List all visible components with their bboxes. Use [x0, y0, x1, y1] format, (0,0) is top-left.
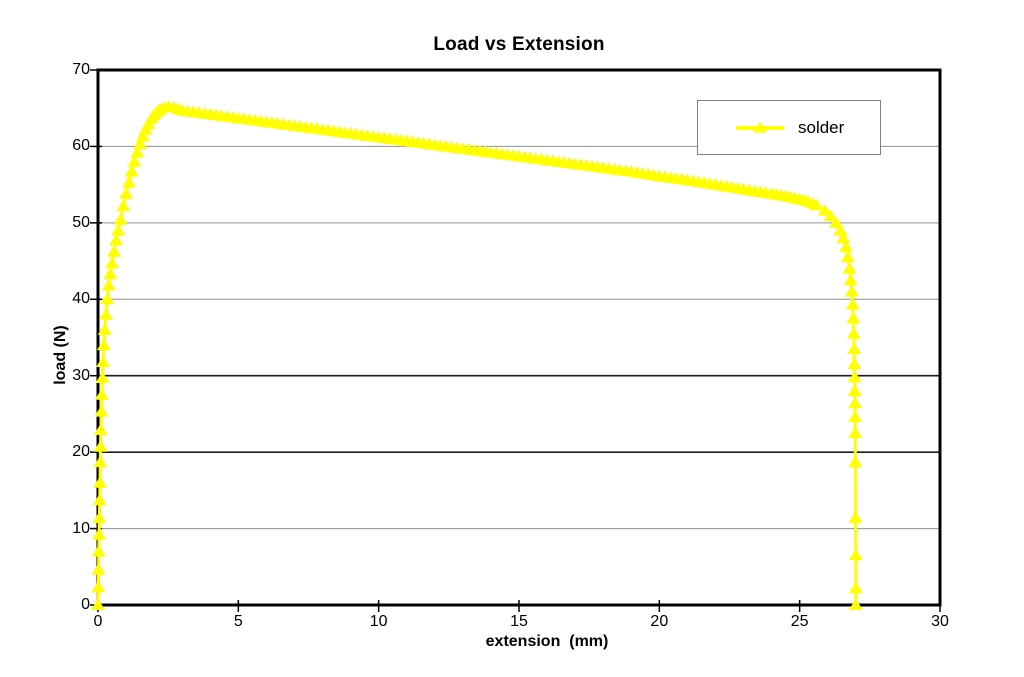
legend-triangle-marker-icon: [753, 121, 767, 133]
x-tick-label-15: 15: [510, 613, 528, 630]
series-solder-markers: [91, 100, 863, 610]
y-axis-title: load (N): [52, 325, 69, 385]
legend: solder: [697, 100, 881, 155]
x-tick-label-25: 25: [790, 613, 809, 630]
y-tick-label-10: 10: [72, 519, 90, 537]
x-tick-label-0: 0: [93, 613, 103, 630]
x-axis-title: extension (mm): [485, 633, 609, 650]
series-solder: [91, 100, 863, 610]
axis-ticks: [90, 69, 941, 612]
legend-label: solder: [798, 117, 845, 137]
y-tick-label-0: 0: [81, 596, 90, 613]
y-tick-label-70: 70: [72, 61, 90, 78]
x-tick-label-5: 5: [233, 613, 243, 630]
legend-line-swatch: [736, 121, 784, 133]
y-tick-label-20: 20: [72, 443, 90, 461]
x-tick-label-20: 20: [650, 613, 669, 630]
y-tick-label-40: 40: [72, 290, 90, 308]
y-tick-label-30: 30: [72, 366, 90, 384]
gridlines: [98, 145, 940, 530]
x-tick-label-10: 10: [369, 613, 388, 630]
y-tick-label-60: 60: [72, 137, 90, 155]
x-tick-label-30: 30: [931, 613, 949, 630]
y-tick-label-50: 50: [72, 213, 90, 231]
series-solder-line: [96, 105, 858, 606]
chart-title: Load vs Extension: [433, 34, 605, 55]
